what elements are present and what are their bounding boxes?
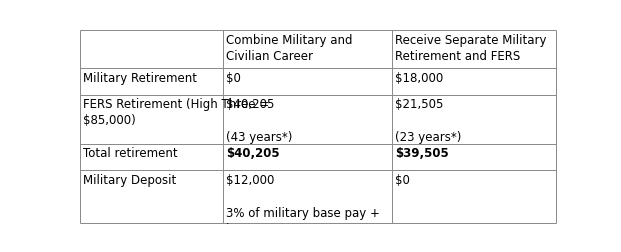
Bar bbox=[80, 31, 223, 69]
Bar bbox=[392, 144, 556, 171]
Bar bbox=[392, 31, 556, 69]
Bar bbox=[80, 69, 223, 95]
Bar bbox=[223, 95, 392, 144]
Bar bbox=[392, 69, 556, 95]
Text: $0: $0 bbox=[226, 71, 241, 84]
Text: FERS Retirement (High Three =
$85,000): FERS Retirement (High Three = $85,000) bbox=[83, 98, 270, 127]
Text: $12,000

3% of military base pay +
interest: $12,000 3% of military base pay + intere… bbox=[226, 173, 380, 235]
Text: Military Deposit: Military Deposit bbox=[83, 173, 176, 186]
Text: $0: $0 bbox=[396, 173, 410, 186]
Bar bbox=[80, 95, 223, 144]
Text: $18,000: $18,000 bbox=[396, 71, 444, 84]
Text: $39,505: $39,505 bbox=[396, 147, 449, 160]
Bar bbox=[223, 171, 392, 223]
Text: $40,205

(43 years*): $40,205 (43 years*) bbox=[226, 98, 292, 143]
Bar bbox=[223, 31, 392, 69]
Text: Combine Military and
Civilian Career: Combine Military and Civilian Career bbox=[226, 34, 353, 63]
Bar bbox=[392, 171, 556, 223]
Text: Military Retirement: Military Retirement bbox=[83, 71, 197, 84]
Bar bbox=[223, 144, 392, 171]
Text: $40,205: $40,205 bbox=[226, 147, 280, 160]
Bar bbox=[80, 171, 223, 223]
Bar bbox=[223, 69, 392, 95]
Bar bbox=[392, 95, 556, 144]
Bar bbox=[80, 144, 223, 171]
Text: Total retirement: Total retirement bbox=[83, 147, 178, 160]
Text: $21,505

(23 years*): $21,505 (23 years*) bbox=[396, 98, 462, 143]
Text: Receive Separate Military
Retirement and FERS: Receive Separate Military Retirement and… bbox=[396, 34, 547, 63]
